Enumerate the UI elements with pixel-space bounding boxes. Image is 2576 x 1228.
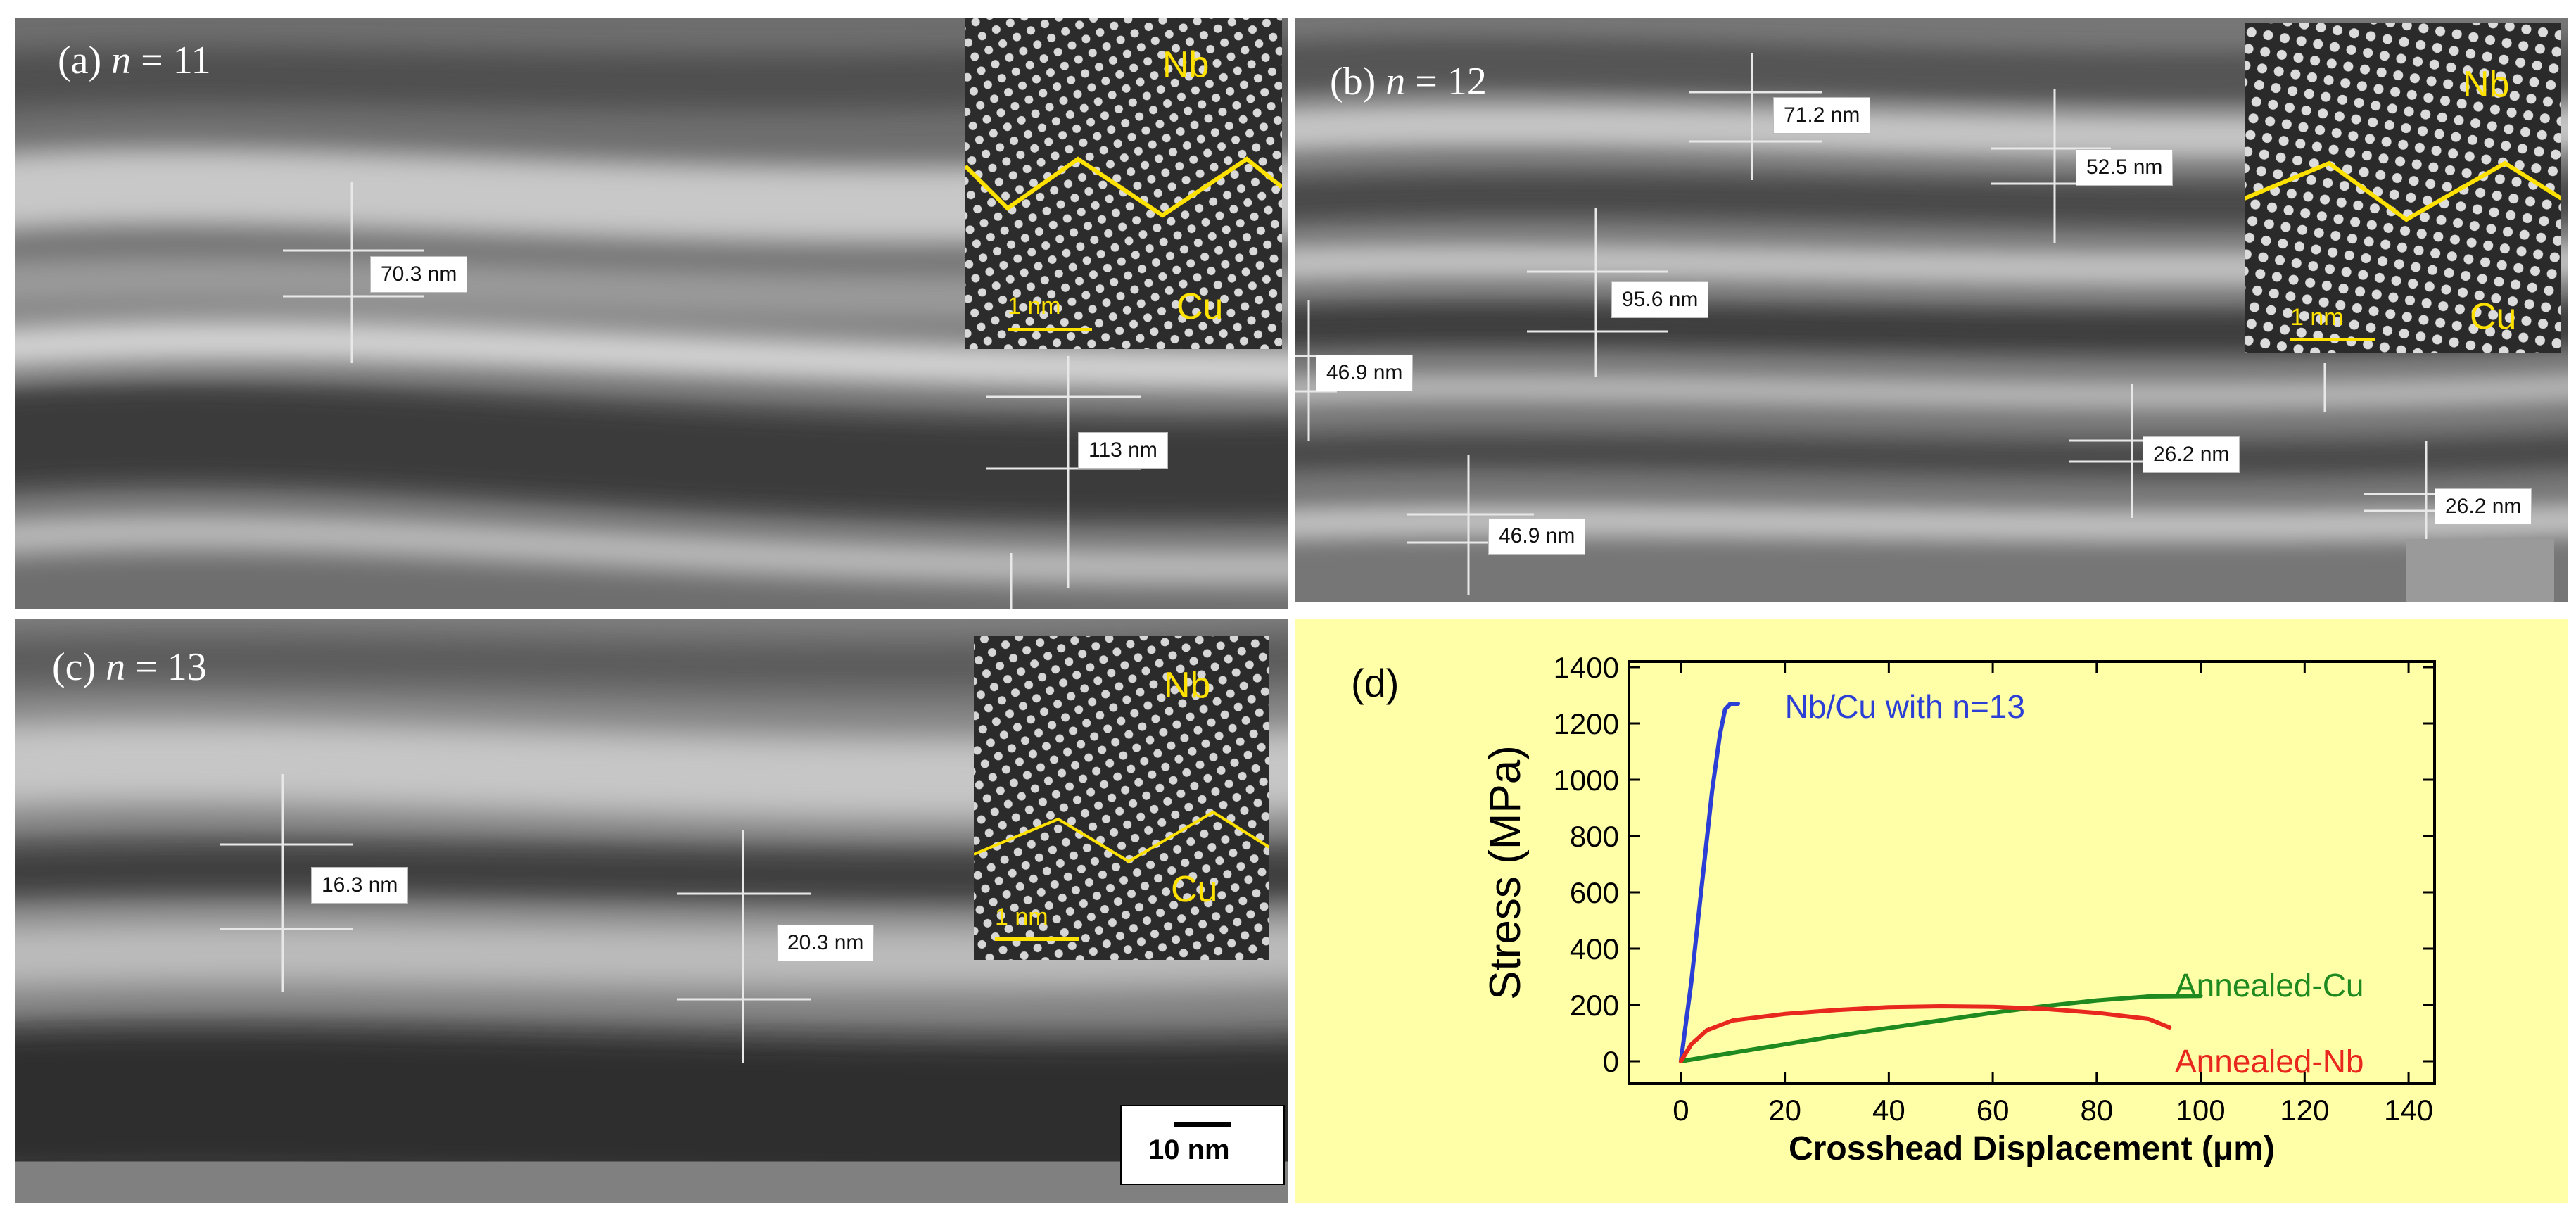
chart-labels: 0 20 40 60 80 100 120 1400200400600800100012001… <box>1481 651 2433 1167</box>
x-tick-label: 140 <box>2384 1094 2433 1127</box>
panel-d-label: (d) <box>1351 661 1399 705</box>
measurement-label: 46.9 nm <box>1488 518 1586 555</box>
lattice-image <box>2245 23 2561 353</box>
lattice-image <box>974 636 1269 960</box>
y-tick-label: 1400 <box>1554 651 1619 684</box>
series-line-annealed-cu <box>1678 994 2203 1063</box>
measurement-label: 52.5 nm <box>2076 149 2174 186</box>
x-tick-label: 60 <box>1977 1094 2010 1127</box>
panel-c-label: (c) n = 13 <box>52 645 207 689</box>
measurement-label: 70.3 nm <box>370 256 468 293</box>
lattice-image <box>965 18 1282 349</box>
x-tick-label: 100 <box>2176 1094 2226 1127</box>
inset-scale-label: 1 nm <box>995 904 1048 930</box>
inset-scale-bar <box>2290 338 2375 341</box>
series-label-annealed-nb: Annealed-Nb <box>2175 1043 2364 1080</box>
y-tick-label: 1200 <box>1554 707 1619 740</box>
x-tick-label: 40 <box>1872 1094 1905 1127</box>
x-tick-label: 0 <box>1673 1094 1689 1127</box>
inset-scale-bar <box>995 937 1079 941</box>
y-tick-label: 400 <box>1570 932 1619 966</box>
inset-scale-label: 1 nm <box>2290 304 2344 331</box>
y-tick-label: 600 <box>1570 876 1619 909</box>
measurement-label: 26.2 nm <box>2435 488 2532 525</box>
inset-nb-label: Nb <box>2463 64 2510 105</box>
series-line-nbcu <box>1678 702 1741 1063</box>
chart-panel-d: (d) 0 20 40 60 80 100 120 140 0 200 400 600 800 1000 1… <box>1295 619 2568 1203</box>
y-tick-label: 800 <box>1570 820 1619 853</box>
inset-nb-label: Nb <box>1164 665 1211 706</box>
stress-displacement-chart: (d) 0 20 40 60 80 100 120 140020040060080010001… <box>1351 651 2436 1167</box>
x-tick-label: 120 <box>2280 1094 2329 1127</box>
measurement-label: 95.6 nm <box>1611 281 1709 318</box>
x-axis-label: Crosshead Displacement (μm) <box>1789 1130 2275 1167</box>
chart-series <box>1678 702 2203 1063</box>
series-line-annealed-nb <box>1678 1004 2172 1063</box>
y-tick-label: 0 <box>1603 1045 1619 1078</box>
x-tick-label: 20 <box>1768 1094 1801 1127</box>
measurement-label: 26.2 nm <box>2143 436 2240 473</box>
inset-cu-label: Cu <box>1176 286 1224 327</box>
hrtem-inset-b: Nb Cu 1 nm <box>2245 23 2561 353</box>
measurement-label: 16.3 nm <box>311 867 409 904</box>
y-axis-label: Stress (MPa) <box>1481 745 1530 1000</box>
series-label-nbcu: Nb/Cu with n=13 <box>1785 688 2025 725</box>
hrtem-inset-a: Nb Cu 1 nm <box>965 18 1282 349</box>
chart-axes <box>1628 660 2436 1085</box>
measurement-label: 20.3 nm <box>777 925 875 961</box>
tem-panel-a: (a) n = 11 70.3 nm 113 nm Nb Cu 1 nm <box>15 18 1288 609</box>
scale-bar-box: 10 nm <box>1120 1105 1285 1185</box>
plot-frame <box>1628 660 2436 1085</box>
tem-image-b <box>1295 18 2568 602</box>
inset-scale-bar <box>1008 328 1092 331</box>
hrtem-inset-c: Nb Cu 1 nm <box>974 636 1269 960</box>
panel-a-label: (a) n = 11 <box>58 39 211 82</box>
panel-b-label: (b) n = 12 <box>1330 60 1487 103</box>
y-tick-label: 1000 <box>1554 764 1619 797</box>
measurement-label: 71.2 nm <box>1773 97 1871 134</box>
scale-bar-label: 10 nm <box>1148 1134 1230 1165</box>
tem-panel-c: (c) n = 13 16.3 nm 20.3 nm Nb Cu 1 nm 10… <box>15 619 1288 1203</box>
series-label-annealed-cu: Annealed-Cu <box>2175 967 2364 1004</box>
scale-bar <box>1174 1122 1231 1127</box>
tem-panel-b: (b) n = 12 71.2 nm 52.5 nm 95.6 nm 46.9 … <box>1295 18 2568 602</box>
inset-nb-label: Nb <box>1162 44 1210 85</box>
inset-scale-label: 1 nm <box>1008 293 1061 319</box>
inset-cu-label: Cu <box>2470 296 2517 337</box>
x-tick-label: 80 <box>2080 1094 2113 1127</box>
measurement-label: 46.9 nm <box>1316 355 1414 391</box>
inset-cu-label: Cu <box>1171 869 1218 910</box>
y-tick-label: 200 <box>1570 989 1619 1022</box>
measurement-label: 113 nm <box>1078 432 1168 469</box>
